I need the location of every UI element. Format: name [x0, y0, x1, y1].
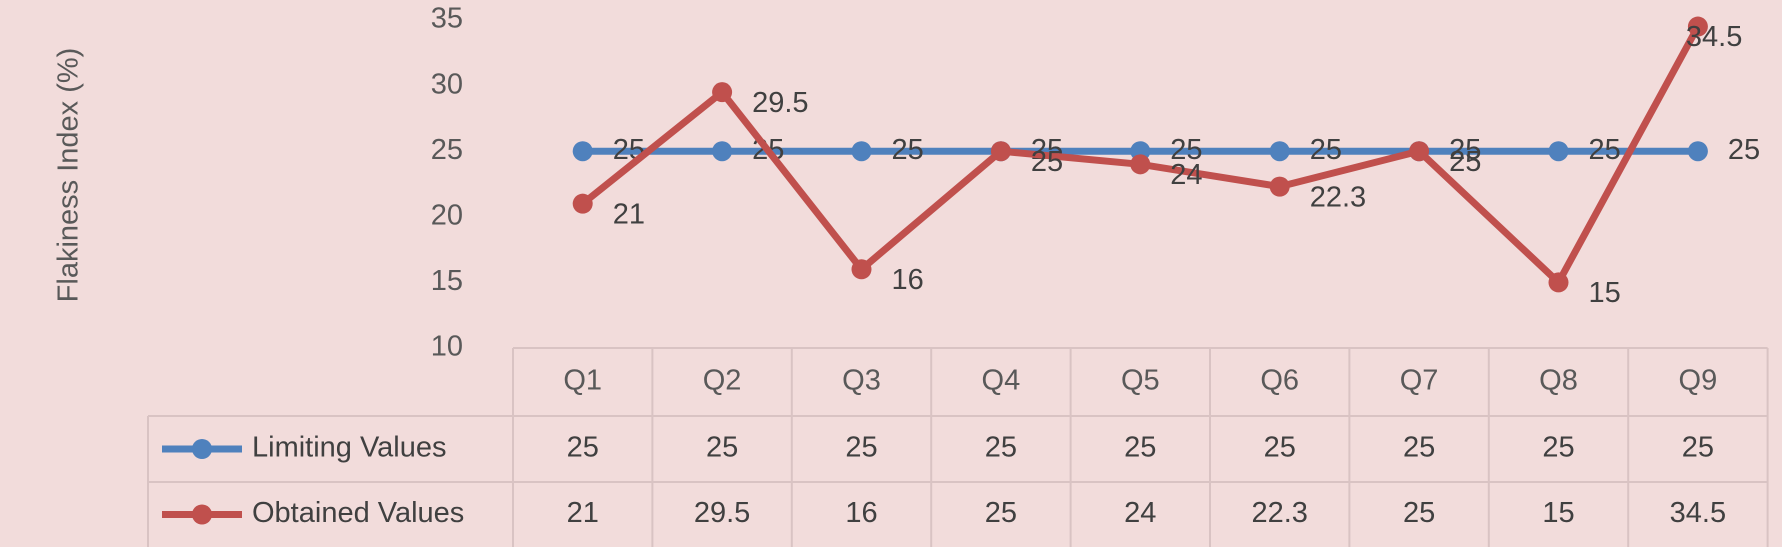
point — [851, 141, 872, 162]
point — [1548, 141, 1569, 162]
table-value: 25 — [985, 497, 1017, 529]
x-tick-label: Q2 — [703, 365, 742, 397]
point — [712, 82, 733, 103]
x-tick-label: Q7 — [1400, 365, 1439, 397]
table-value: 16 — [845, 497, 877, 529]
point — [572, 141, 593, 162]
table-value: 21 — [567, 497, 599, 529]
data-label: 25 — [1589, 134, 1621, 166]
table-value: 15 — [1542, 497, 1574, 529]
table-value: 25 — [1403, 432, 1435, 464]
legend-label: Limiting Values — [252, 432, 447, 464]
x-tick-label: Q8 — [1539, 365, 1578, 397]
table-value: 25 — [567, 432, 599, 464]
table-value: 24 — [1124, 497, 1156, 529]
table-value: 29.5 — [694, 497, 750, 529]
table-value: 34.5 — [1670, 497, 1726, 529]
data-label: 25 — [1170, 134, 1202, 166]
table-value: 25 — [706, 432, 738, 464]
x-tick-label: Q1 — [563, 365, 602, 397]
y-tick-label: 30 — [431, 68, 463, 100]
point — [1548, 272, 1569, 293]
data-label: 25 — [892, 134, 924, 166]
data-label: 25 — [1031, 134, 1063, 166]
data-label: 29.5 — [752, 87, 808, 119]
x-tick-label: Q3 — [842, 365, 881, 397]
data-label: 16 — [892, 264, 924, 296]
data-label: 25 — [1449, 146, 1481, 178]
y-tick-label: 15 — [431, 265, 463, 297]
point — [1130, 154, 1151, 175]
legend-marker — [192, 504, 212, 525]
data-label: 24 — [1170, 159, 1202, 191]
data-label: 25 — [1728, 134, 1760, 166]
point — [1269, 176, 1290, 197]
y-tick-label: 25 — [431, 134, 463, 166]
data-label: 22.3 — [1310, 181, 1366, 213]
point — [1269, 141, 1290, 162]
table-value: 22.3 — [1251, 497, 1307, 529]
table-value: 25 — [1403, 497, 1435, 529]
data-label: 34.5 — [1686, 21, 1742, 53]
data-label: 25 — [1310, 134, 1342, 166]
x-tick-label: Q6 — [1260, 365, 1299, 397]
y-tick-label: 35 — [431, 3, 463, 35]
legend-label: Obtained Values — [252, 497, 464, 529]
y-tick-label: 10 — [431, 331, 463, 363]
table-value: 25 — [1682, 432, 1714, 464]
y-tick-label: 20 — [431, 199, 463, 231]
legend-marker — [192, 439, 212, 459]
table-value: 25 — [845, 432, 877, 464]
x-tick-label: Q4 — [982, 365, 1021, 397]
table-value: 25 — [1124, 432, 1156, 464]
point — [1687, 16, 1708, 37]
point — [1409, 141, 1430, 162]
table-value: 25 — [1264, 432, 1296, 464]
table-value: 25 — [985, 432, 1017, 464]
data-label: 25 — [1449, 134, 1481, 166]
point — [851, 259, 872, 280]
point — [1687, 141, 1708, 162]
point — [712, 141, 733, 162]
data-label: 25 — [1031, 146, 1063, 178]
data-label: 15 — [1589, 277, 1621, 309]
data-label: 21 — [613, 198, 645, 230]
x-tick-label: Q5 — [1121, 365, 1160, 397]
x-tick-label: Q9 — [1679, 365, 1718, 397]
point — [990, 141, 1011, 162]
table-value: 25 — [1542, 432, 1574, 464]
y-axis-title: Flakiness Index (%) — [53, 48, 85, 303]
point — [572, 193, 593, 214]
